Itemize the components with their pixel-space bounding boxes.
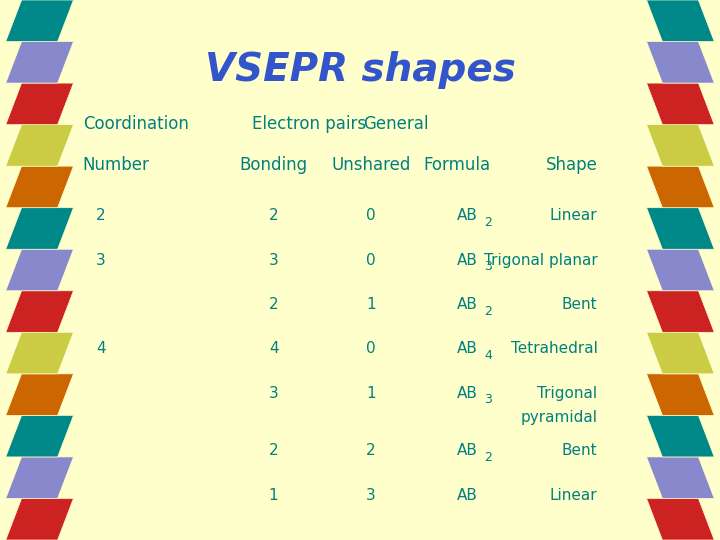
Text: 2: 2 bbox=[366, 443, 376, 458]
Text: 0: 0 bbox=[366, 208, 376, 224]
Text: Coordination: Coordination bbox=[83, 115, 189, 133]
Text: AB: AB bbox=[457, 253, 478, 268]
Text: Linear: Linear bbox=[550, 208, 598, 224]
Text: VSEPR shapes: VSEPR shapes bbox=[204, 51, 516, 89]
Text: Tetrahedral: Tetrahedral bbox=[510, 341, 598, 356]
Text: 2: 2 bbox=[269, 297, 279, 312]
Text: 3: 3 bbox=[485, 393, 492, 406]
Text: 2: 2 bbox=[269, 208, 279, 224]
Text: 1: 1 bbox=[366, 297, 376, 312]
Text: 2: 2 bbox=[485, 216, 492, 229]
Text: Bonding: Bonding bbox=[240, 156, 307, 174]
Text: 3: 3 bbox=[96, 253, 106, 268]
Text: 0: 0 bbox=[366, 341, 376, 356]
Text: 0: 0 bbox=[366, 253, 376, 268]
Text: Trigonal planar: Trigonal planar bbox=[484, 253, 598, 268]
Text: Number: Number bbox=[83, 156, 150, 174]
Text: 2: 2 bbox=[269, 443, 279, 458]
Text: Linear: Linear bbox=[550, 488, 598, 503]
Text: 2: 2 bbox=[96, 208, 106, 224]
Text: 4: 4 bbox=[269, 341, 279, 356]
Text: General: General bbox=[364, 115, 429, 133]
Text: 3: 3 bbox=[485, 260, 492, 273]
Text: 3: 3 bbox=[269, 253, 279, 268]
Text: 4: 4 bbox=[485, 349, 492, 362]
Text: Unshared: Unshared bbox=[331, 156, 410, 174]
Text: Shape: Shape bbox=[546, 156, 598, 174]
Text: Electron pairs: Electron pairs bbox=[252, 115, 366, 133]
Text: 2: 2 bbox=[485, 305, 492, 318]
Text: AB: AB bbox=[457, 443, 478, 458]
Text: 1: 1 bbox=[366, 386, 376, 401]
Text: 1: 1 bbox=[269, 488, 279, 503]
Text: AB: AB bbox=[457, 488, 478, 503]
Text: Bent: Bent bbox=[562, 443, 598, 458]
Text: Bent: Bent bbox=[562, 297, 598, 312]
Text: AB: AB bbox=[457, 386, 478, 401]
Text: 4: 4 bbox=[96, 341, 106, 356]
Text: 2: 2 bbox=[485, 451, 492, 464]
Text: Trigonal: Trigonal bbox=[537, 386, 598, 401]
Text: AB: AB bbox=[457, 341, 478, 356]
Text: 3: 3 bbox=[269, 386, 279, 401]
Text: Formula: Formula bbox=[423, 156, 491, 174]
Text: pyramidal: pyramidal bbox=[521, 410, 598, 425]
Text: AB: AB bbox=[457, 297, 478, 312]
Text: AB: AB bbox=[457, 208, 478, 224]
Text: 3: 3 bbox=[366, 488, 376, 503]
